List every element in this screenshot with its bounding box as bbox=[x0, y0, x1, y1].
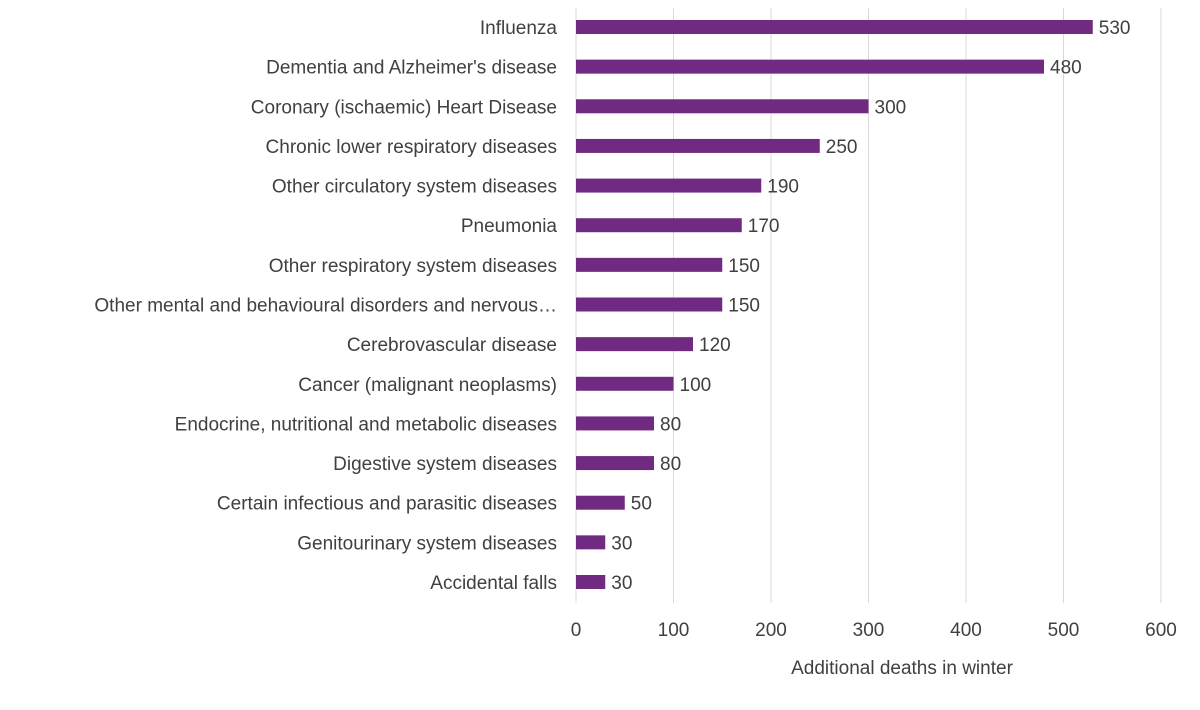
x-axis-title: Additional deaths in winter bbox=[791, 658, 1013, 679]
bar bbox=[576, 337, 693, 352]
data-label: 120 bbox=[699, 335, 731, 356]
x-tick-label: 100 bbox=[658, 620, 690, 641]
bars bbox=[576, 20, 1093, 589]
bar bbox=[576, 535, 606, 550]
category-label: Genitourinary system diseases bbox=[297, 533, 557, 554]
bar bbox=[576, 20, 1093, 34]
bar bbox=[576, 456, 654, 471]
category-label: Accidental falls bbox=[430, 573, 557, 594]
category-label: Endocrine, nutritional and metabolic dis… bbox=[175, 414, 557, 435]
bar bbox=[576, 178, 762, 193]
data-label: 300 bbox=[875, 97, 907, 118]
data-label: 30 bbox=[611, 573, 632, 594]
data-labels: 530 480 300 250 190 170 150 150 120 100 80 80 50 30 30 bbox=[611, 18, 1130, 594]
bar bbox=[576, 138, 820, 153]
data-label: 50 bbox=[631, 494, 652, 515]
x-tick-label: 600 bbox=[1145, 620, 1177, 641]
category-label: Other mental and behavioural disorders a… bbox=[94, 296, 557, 317]
category-label: Influenza bbox=[480, 18, 558, 39]
x-tick-label: 500 bbox=[1048, 620, 1080, 641]
category-label: Other respiratory system diseases bbox=[269, 256, 557, 277]
category-label: Coronary (ischaemic) Heart Disease bbox=[251, 97, 557, 118]
category-label: Cerebrovascular disease bbox=[347, 335, 557, 356]
data-label: 170 bbox=[748, 216, 780, 237]
category-label: Digestive system diseases bbox=[333, 454, 557, 475]
category-label: Dementia and Alzheimer's disease bbox=[266, 58, 557, 79]
data-label: 30 bbox=[611, 533, 632, 554]
bar bbox=[576, 59, 1044, 74]
bar bbox=[576, 416, 654, 431]
bar bbox=[576, 376, 674, 391]
data-label: 150 bbox=[728, 256, 760, 277]
category-label: Certain infectious and parasitic disease… bbox=[217, 494, 557, 515]
data-label: 80 bbox=[660, 414, 681, 435]
category-label: Other circulatory system diseases bbox=[272, 177, 557, 198]
bar bbox=[576, 257, 723, 272]
bar bbox=[576, 99, 869, 114]
data-label: 250 bbox=[826, 137, 858, 158]
x-tick-label: 200 bbox=[755, 620, 787, 641]
data-label: 80 bbox=[660, 454, 681, 475]
data-label: 480 bbox=[1050, 58, 1082, 79]
bar bbox=[576, 297, 723, 312]
category-label: Chronic lower respiratory diseases bbox=[266, 137, 557, 158]
x-tick-label: 300 bbox=[853, 620, 885, 641]
category-labels: Influenza Dementia and Alzheimer's diseas… bbox=[94, 18, 557, 594]
bar bbox=[576, 575, 606, 589]
bar bbox=[576, 495, 625, 510]
bar bbox=[576, 218, 742, 233]
data-label: 150 bbox=[728, 296, 760, 317]
data-label: 530 bbox=[1099, 18, 1131, 39]
data-label: 100 bbox=[680, 375, 712, 396]
x-tick-label: 400 bbox=[950, 620, 982, 641]
x-tick-labels: 0 100 200 300 400 500 600 bbox=[571, 620, 1177, 641]
category-label: Cancer (malignant neoplasms) bbox=[298, 375, 557, 396]
data-label: 190 bbox=[767, 177, 799, 198]
x-tick-label: 0 bbox=[571, 620, 582, 641]
category-label: Pneumonia bbox=[461, 216, 558, 237]
